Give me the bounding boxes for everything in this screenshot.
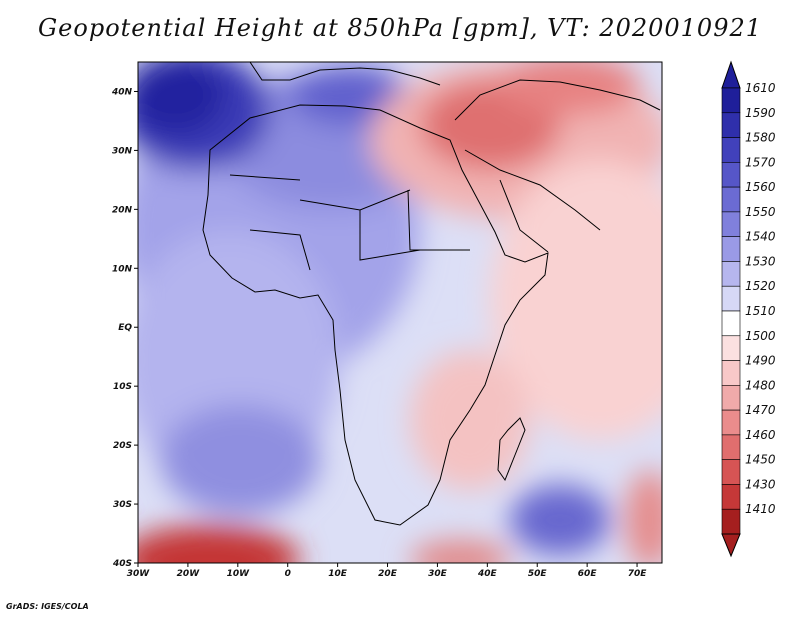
colorbar-label: 1610 xyxy=(745,81,776,95)
colorbar-swatch xyxy=(721,335,741,361)
lat-tick-label: 20S xyxy=(113,441,132,451)
field-blob-east-low xyxy=(625,470,662,563)
colorbar-swatch xyxy=(721,285,741,312)
coastlines xyxy=(202,62,661,526)
colorbar-swatch xyxy=(721,310,741,337)
colorbar-swatch xyxy=(721,360,741,386)
colorbar-label: 1550 xyxy=(745,205,776,219)
africa-outline xyxy=(202,104,549,526)
colorbar-swatch xyxy=(721,137,741,163)
longitude-ticks: 30W 20W 10W 0 10E 20E 30E 40E 50E 60E 70E xyxy=(127,563,647,579)
colorbar-swatch xyxy=(721,112,741,138)
colorbar-label: 1460 xyxy=(745,428,776,442)
colorbar-label: 1540 xyxy=(745,230,776,244)
colorbar-label: 1510 xyxy=(745,304,776,318)
colorbar-label: 1470 xyxy=(745,403,776,417)
lon-tick-label: 50E xyxy=(528,569,548,579)
colorbar-label: 1560 xyxy=(745,180,776,194)
lat-tick-label: 40S xyxy=(112,559,132,569)
madagascar-outline xyxy=(497,417,526,482)
field-blob-southwest-low xyxy=(138,525,300,563)
colorbar-label: 1430 xyxy=(745,477,776,491)
colorbar-swatch xyxy=(721,459,741,485)
plot-frame xyxy=(137,61,663,564)
colorbar-swatch xyxy=(721,236,741,262)
height-field xyxy=(138,62,662,563)
colorbar-label: 1590 xyxy=(745,106,776,120)
colorbar-label: 1480 xyxy=(745,378,776,392)
lat-tick-label: 10N xyxy=(112,264,133,274)
lon-tick-label: 60E xyxy=(578,569,598,579)
field-blob-southern-africa-pink xyxy=(410,350,530,490)
latitude-ticks: 40N 30N 20N 10N EQ 10S 20S 30S 40S xyxy=(111,87,138,569)
asia-coast xyxy=(454,79,661,253)
colorbar-swatch xyxy=(721,484,741,510)
lon-tick-label: 0 xyxy=(285,569,291,579)
colorbar-label: 1410 xyxy=(745,502,776,516)
lat-tick-label: 40N xyxy=(111,87,133,97)
lon-tick-label: 20W xyxy=(177,569,201,579)
lat-tick-label: 30S xyxy=(113,500,132,510)
lon-tick-label: 40E xyxy=(477,569,498,579)
colorbar: 1610 1590 1580 1570 1560 1550 1540 1530 1520 1510… xyxy=(721,60,776,558)
colorbar-swatch xyxy=(721,409,741,436)
colorbar-label: 1580 xyxy=(745,131,776,145)
lon-tick-label: 30W xyxy=(127,569,151,579)
colorbar-swatch xyxy=(721,508,741,535)
colorbar-swatch xyxy=(721,385,741,411)
lon-tick-label: 30E xyxy=(428,569,448,579)
colorbar-swatch xyxy=(721,186,741,213)
colorbar-swatch xyxy=(721,87,741,114)
colorbar-bottom-arrow xyxy=(721,533,741,558)
field-blob-indian-ocean-pink xyxy=(490,160,662,440)
country-borders xyxy=(229,174,470,271)
colorbar-label: 1450 xyxy=(745,453,776,467)
field-blob-southeast-high xyxy=(510,485,610,555)
colorbar-label: 1570 xyxy=(745,155,776,169)
lat-tick-label: 10S xyxy=(113,382,132,392)
colorbar-swatch xyxy=(721,261,741,287)
europe-coast xyxy=(249,62,441,86)
field-blob-south-atlantic xyxy=(160,405,320,515)
field-blob-south-low xyxy=(410,540,510,563)
field-blob-iran-red xyxy=(500,62,640,115)
field-blob-atlantic-core xyxy=(138,62,225,135)
colorbar-label: 1520 xyxy=(745,279,776,293)
lat-tick-label: EQ xyxy=(118,323,132,333)
colorbar-label: 1530 xyxy=(745,254,776,268)
chart-title: Geopotential Height at 850hPa [gpm], VT:… xyxy=(38,14,762,42)
lon-tick-label: 10W xyxy=(227,569,251,579)
lat-tick-label: 30N xyxy=(112,146,133,156)
lon-tick-label: 70E xyxy=(628,569,648,579)
colorbar-top-arrow xyxy=(721,60,741,89)
colorbar-label: 1490 xyxy=(745,354,776,368)
colorbar-swatch xyxy=(721,211,741,237)
lon-tick-label: 10E xyxy=(328,569,348,579)
colorbar-swatch xyxy=(721,434,741,460)
lon-tick-label: 20E xyxy=(378,569,398,579)
colorbar-label: 1500 xyxy=(745,329,776,343)
colorbar-swatch xyxy=(721,162,741,188)
lat-tick-label: 20N xyxy=(112,205,133,215)
grads-credit: GrADS: IGES/COLA xyxy=(6,602,89,611)
